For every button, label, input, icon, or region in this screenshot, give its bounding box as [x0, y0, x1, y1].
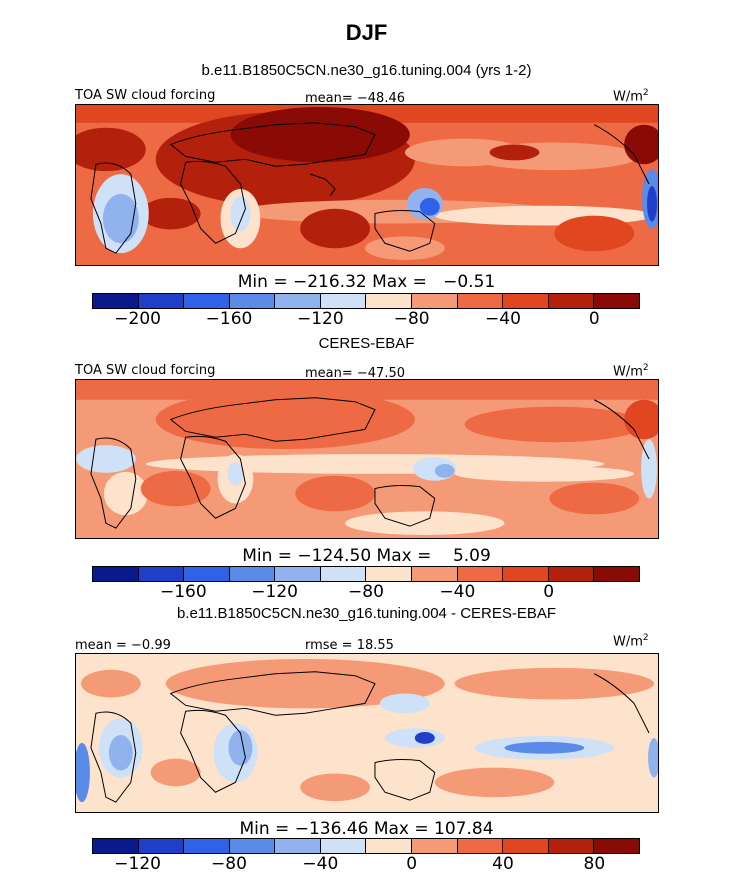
- colorbar-tick-label: −40: [302, 854, 339, 874]
- colorbar-swatch: [229, 294, 276, 308]
- colorbar-tick-label: −160: [159, 582, 207, 602]
- panel-1-mean-label: mean= −48.46: [305, 91, 406, 106]
- colorbar-swatch: [503, 567, 549, 581]
- colorbar-swatch: [594, 567, 639, 581]
- colorbar-tick-label: 40: [492, 854, 514, 874]
- panel-2-units-label: W/m2: [613, 363, 649, 380]
- colorbar-swatch: [138, 567, 185, 581]
- colorbar-swatch: [594, 839, 639, 853]
- panel-1-colorbar-ticks: −200 −160 −120 −80 −40 0: [92, 309, 640, 331]
- colorbar-tick-label: −80: [211, 854, 247, 874]
- panel-1-min-max: Min = −216.32 Max = −0.51: [237, 272, 496, 292]
- colorbar-swatch: [275, 294, 321, 308]
- panel-3-map: [75, 653, 659, 813]
- colorbar-tick-label: 0: [406, 854, 418, 874]
- panel-3-title: b.e11.B1850C5CN.ne30_g16.tuning.004 - CE…: [176, 605, 557, 622]
- colorbar-tick-label: −120: [114, 854, 162, 874]
- colorbar-tick-label: −120: [251, 582, 299, 602]
- colorbar-swatch: [138, 839, 185, 853]
- panel-2-map: [75, 379, 659, 539]
- colorbar-swatch: [93, 294, 139, 308]
- colorbar-swatch: [457, 567, 504, 581]
- panel-1-map: [75, 104, 659, 266]
- panel-2-map-field: [76, 380, 658, 538]
- panel-3-units-label: W/m2: [613, 633, 649, 650]
- colorbar-swatch: [184, 567, 230, 581]
- colorbar-swatch: [412, 294, 458, 308]
- colorbar-swatch: [320, 567, 367, 581]
- colorbar-swatch: [138, 294, 185, 308]
- colorbar-swatch: [320, 839, 367, 853]
- panel-2-colorbar: [92, 566, 640, 582]
- season-title: DJF: [345, 20, 388, 45]
- panel-1-title: b.e11.B1850C5CN.ne30_g16.tuning.004 (yrs…: [201, 62, 532, 79]
- colorbar-swatch: [548, 294, 595, 308]
- colorbar-swatch: [366, 839, 413, 853]
- colorbar-swatch: [366, 294, 413, 308]
- panel-1-colorbar: [92, 293, 640, 309]
- panel-2-colorbar-ticks: −160 −120 −80 −40 0: [92, 582, 640, 604]
- panel-3-colorbar-ticks: −120 −80 −40 0 40 80: [92, 854, 640, 876]
- colorbar-tick-label: −120: [296, 309, 344, 329]
- colorbar-tick-label: −160: [205, 309, 253, 329]
- colorbar-swatch: [366, 567, 413, 581]
- colorbar-swatch: [275, 839, 321, 853]
- colorbar-tick-label: −200: [114, 309, 162, 329]
- panel-2-variable-label: TOA SW cloud forcing: [75, 363, 216, 378]
- colorbar-swatch: [503, 294, 549, 308]
- colorbar-swatch: [412, 567, 458, 581]
- panel-1-map-field: [76, 105, 658, 265]
- panel-3-min-max: Min = −136.46 Max = 107.84: [239, 819, 494, 839]
- colorbar-tick-label: −80: [348, 582, 384, 602]
- panel-3-mean-label: mean = −0.99: [75, 638, 171, 653]
- colorbar-swatch: [275, 567, 321, 581]
- panel-1-variable-label: TOA SW cloud forcing: [75, 88, 216, 103]
- panel-3-map-field: [76, 654, 658, 812]
- colorbar-swatch: [320, 294, 367, 308]
- panel-2-min-max: Min = −124.50 Max = 5.09: [242, 546, 491, 566]
- panel-1-units-label: W/m2: [613, 88, 649, 105]
- colorbar-swatch: [229, 567, 276, 581]
- panel-3-colorbar: [92, 838, 640, 854]
- colorbar-swatch: [457, 839, 504, 853]
- colorbar-swatch: [184, 839, 230, 853]
- colorbar-swatch: [412, 839, 458, 853]
- panel-2-mean-label: mean= −47.50: [305, 366, 406, 381]
- colorbar-tick-label: −40: [439, 582, 476, 602]
- colorbar-swatch: [184, 294, 230, 308]
- colorbar-tick-label: −40: [485, 309, 521, 329]
- colorbar-tick-label: 80: [583, 854, 606, 874]
- colorbar-swatch: [229, 839, 276, 853]
- panel-2-title: CERES-EBAF: [318, 335, 415, 352]
- colorbar-swatch: [594, 294, 639, 308]
- colorbar-tick-label: 0: [543, 582, 555, 602]
- colorbar-swatch: [93, 567, 139, 581]
- colorbar-swatch: [503, 839, 549, 853]
- panel-3-rmse-label: rmse = 18.55: [305, 638, 394, 653]
- colorbar-swatch: [548, 839, 595, 853]
- colorbar-swatch: [93, 839, 139, 853]
- colorbar-swatch: [548, 567, 595, 581]
- colorbar-tick-label: −80: [393, 309, 430, 329]
- colorbar-swatch: [457, 294, 504, 308]
- colorbar-tick-label: 0: [588, 309, 600, 329]
